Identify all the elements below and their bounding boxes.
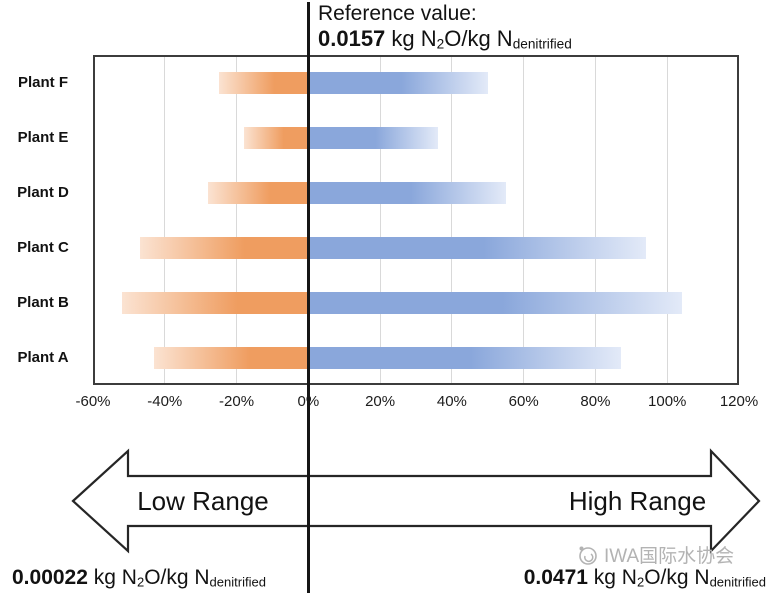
reference-value-block: Reference value: 0.0157 kg N2O/kg Ndenit… <box>318 1 572 52</box>
gridline-60pct <box>523 57 525 383</box>
unit-part2: O/kg N <box>444 26 513 51</box>
gridline-80pct <box>594 57 596 383</box>
gridline-40pct <box>451 57 453 383</box>
bar-high-plant-b <box>308 291 682 314</box>
row-label-plant-d: Plant D <box>17 183 69 201</box>
unit-part2: O/kg N <box>644 566 710 589</box>
bar-low-plant-a <box>154 346 309 369</box>
unit-part1: kg N <box>87 566 137 589</box>
low-range-label: Low Range <box>137 486 269 516</box>
x-tick-80: 80% <box>580 393 611 410</box>
bar-low-plant-f <box>218 71 309 94</box>
reference-number: 0.0157 <box>318 26 386 51</box>
bar-high-plant-e <box>308 126 438 149</box>
reference-line <box>307 2 310 593</box>
row-label-plant-f: Plant F <box>17 73 68 91</box>
x-tick-40: 40% <box>436 393 467 410</box>
low-extreme-number: 0.00022 <box>12 566 88 589</box>
bar-high-plant-d <box>308 181 506 204</box>
unit-sub-2: 2 <box>636 574 645 590</box>
plot-area-border <box>93 55 739 385</box>
row-label-plant-b: Plant B <box>17 293 69 311</box>
unit-part1: kg N <box>587 566 637 589</box>
bar-high-plant-a <box>308 346 621 369</box>
gridline-20pct <box>379 57 381 383</box>
unit-sub-2: 2 <box>436 36 445 52</box>
bar-low-plant-e <box>243 126 309 149</box>
gridline-100pct <box>666 57 668 383</box>
bar-high-plant-f <box>308 71 488 94</box>
bar-low-plant-c <box>139 236 309 259</box>
x-tick--20: -20% <box>219 393 255 410</box>
high-range-label: High Range <box>568 486 707 516</box>
unit-part1: kg N <box>385 26 437 51</box>
bar-low-plant-b <box>121 291 309 314</box>
watermark-text: IWA国际水协会 <box>604 546 735 567</box>
watermark: IWA国际水协会 <box>576 541 734 568</box>
iwa-logo-icon <box>579 546 597 565</box>
unit-sub-denitrified: denitrified <box>209 574 266 590</box>
gridline--40pct <box>164 57 166 383</box>
low-extreme-value: 0.00022 kg N2O/kg Ndenitrified <box>12 565 266 591</box>
x-tick-100: 100% <box>648 393 687 410</box>
bar-high-plant-c <box>308 236 646 259</box>
row-label-plant-a: Plant A <box>17 348 69 366</box>
x-tick-20: 20% <box>365 393 396 410</box>
bar-low-plant-d <box>207 181 309 204</box>
unit-sub-denitrified: denitrified <box>709 574 766 590</box>
high-extreme-value: 0.0471 kg N2O/kg Ndenitrified <box>524 565 766 591</box>
unit-part2: O/kg N <box>144 566 210 589</box>
reference-value-line: 0.0157 kg N2O/kg Ndenitrified <box>318 26 572 52</box>
gridline--20pct <box>236 57 238 383</box>
reference-title: Reference value: <box>318 2 477 25</box>
row-label-plant-c: Plant C <box>17 238 69 256</box>
unit-sub-denitrified: denitrified <box>512 36 572 52</box>
x-tick--40: -40% <box>147 393 183 410</box>
high-extreme-number: 0.0471 <box>523 566 588 589</box>
row-label-plant-e: Plant E <box>17 128 69 146</box>
x-tick-60: 60% <box>508 393 539 410</box>
x-tick--60: -60% <box>75 393 111 410</box>
double-headed-range-arrow <box>71 448 761 554</box>
unit-sub-2: 2 <box>136 574 145 590</box>
x-tick-120: 120% <box>719 393 759 410</box>
